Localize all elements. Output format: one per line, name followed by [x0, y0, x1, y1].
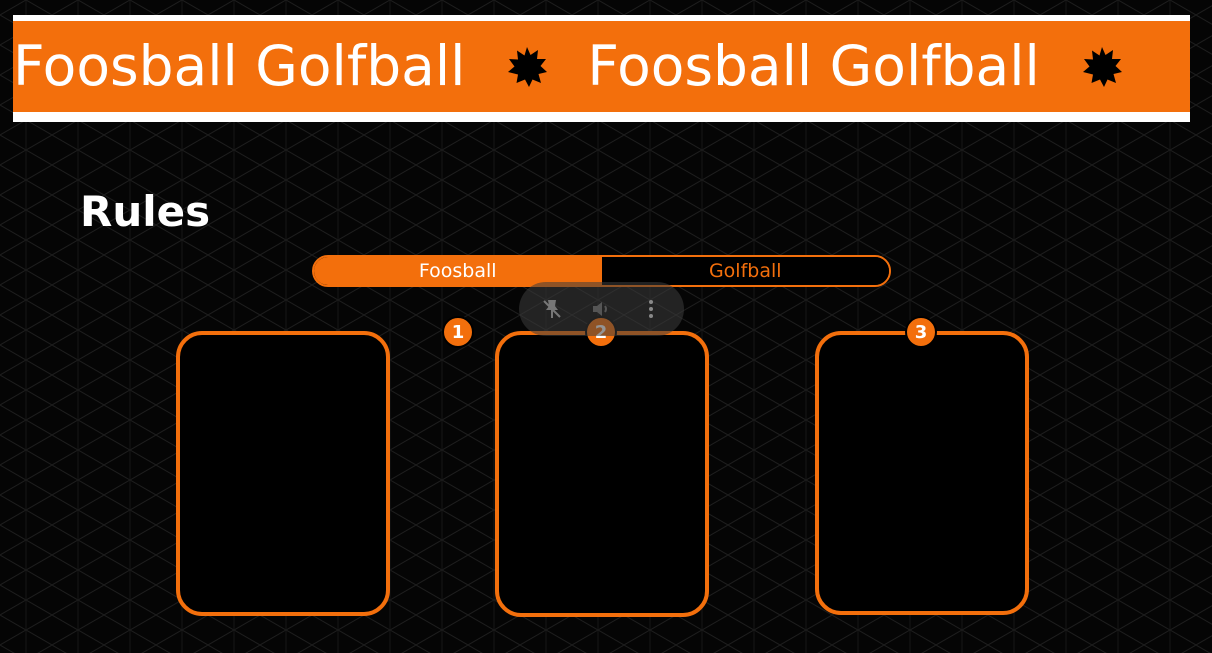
marquee-banner-fill: Foosball Golfball Foosball Golfball: [13, 21, 1190, 112]
rule-number-badge: 3: [905, 316, 937, 348]
game-tab-switch: Foosball Golfball: [312, 255, 891, 287]
pin-off-button[interactable]: [535, 292, 569, 326]
marquee-track: Foosball Golfball Foosball Golfball: [13, 21, 1124, 112]
rule-card-1: 1: [176, 316, 474, 616]
marquee-text: Foosball Golfball: [13, 34, 466, 98]
rule-card-frame: [495, 331, 709, 617]
star-burst-icon: [508, 46, 548, 87]
rules-heading: Rules: [80, 187, 211, 236]
rule-card-frame: [815, 331, 1029, 615]
rule-number-badge: 1: [442, 316, 474, 348]
media-overlay-controls: [519, 282, 684, 336]
marquee-banner: Foosball Golfball Foosball Golfball: [13, 15, 1190, 122]
rule-card-3: 3: [815, 316, 1029, 616]
volume-icon: [593, 302, 608, 316]
tab-golfball[interactable]: Golfball: [601, 257, 889, 285]
more-options-button[interactable]: [634, 292, 668, 326]
tab-foosball[interactable]: Foosball: [314, 257, 602, 285]
rule-card-2: 2: [495, 316, 709, 617]
rule-card-frame: [176, 331, 390, 616]
star-burst-icon: [1082, 46, 1122, 87]
pin-off-icon: [543, 300, 561, 318]
marquee-text: Foosball Golfball: [587, 34, 1040, 98]
volume-button[interactable]: [584, 292, 618, 326]
more-vertical-icon: [649, 300, 654, 318]
